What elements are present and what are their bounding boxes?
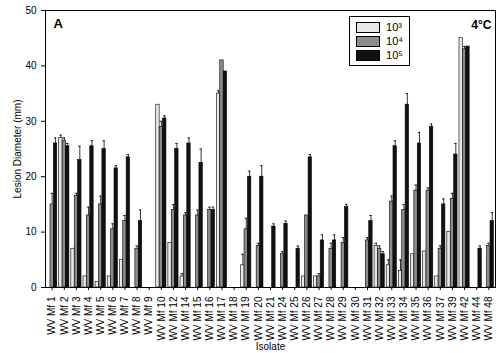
- svg-text:WV Mf 24: WV Mf 24: [277, 296, 288, 340]
- svg-text:WV Mf 26: WV Mf 26: [301, 296, 312, 340]
- svg-text:40: 40: [25, 60, 37, 71]
- svg-text:WV Mf 31: WV Mf 31: [362, 296, 373, 340]
- svg-text:WV Mf 35: WV Mf 35: [410, 296, 421, 340]
- svg-text:WV Mf 2: WV Mf 2: [59, 296, 70, 335]
- svg-text:WV Mf 36: WV Mf 36: [422, 296, 433, 340]
- svg-text:WV Mf 48: WV Mf 48: [483, 296, 494, 340]
- svg-text:Isolate: Isolate: [256, 341, 286, 352]
- svg-text:WV Mf 15: WV Mf 15: [192, 296, 203, 340]
- svg-text:A: A: [54, 16, 64, 31]
- svg-text:WV Mf 25: WV Mf 25: [289, 296, 300, 340]
- svg-text:WV Mf 1: WV Mf 1: [46, 296, 57, 335]
- svg-text:WV Mf 17: WV Mf 17: [216, 296, 227, 340]
- svg-text:10: 10: [25, 226, 37, 237]
- svg-text:WV Mf 39: WV Mf 39: [447, 296, 458, 340]
- html-text:10³: 10³: [386, 21, 402, 33]
- svg-text:WV Mf 44: WV Mf 44: [471, 296, 482, 340]
- svg-text:WV Mf 3: WV Mf 3: [71, 296, 82, 335]
- svg-text:WV Mf 29: WV Mf 29: [337, 296, 348, 340]
- svg-text:30: 30: [25, 116, 37, 127]
- svg-text:20: 20: [25, 171, 37, 182]
- svg-text:WV Mf 6: WV Mf 6: [107, 296, 118, 335]
- svg-text:WV Mf 12: WV Mf 12: [168, 296, 179, 340]
- svg-text:WV Mf 10: WV Mf 10: [156, 296, 167, 340]
- svg-text:WV Mf 27: WV Mf 27: [313, 296, 324, 340]
- svg-text:WV Mf 16: WV Mf 16: [204, 296, 215, 340]
- svg-text:4°C: 4°C: [471, 18, 491, 32]
- html-text:10⁵: 10⁵: [386, 49, 403, 61]
- svg-text:Lesion Diameter (mm): Lesion Diameter (mm): [12, 100, 23, 199]
- svg-text:WV Mf 9: WV Mf 9: [143, 296, 154, 335]
- svg-text:WV Mf 19: WV Mf 19: [240, 296, 251, 340]
- svg-text:WV Mf 34: WV Mf 34: [398, 296, 409, 340]
- svg-text:WV Mf 18: WV Mf 18: [228, 296, 239, 340]
- svg-text:WV Mf 5: WV Mf 5: [95, 296, 106, 335]
- html-text:10⁴: 10⁴: [386, 35, 403, 47]
- svg-text:WV Mf 28: WV Mf 28: [325, 296, 336, 340]
- svg-text:WV Mf 33: WV Mf 33: [386, 296, 397, 340]
- svg-text:WV Mf 21: WV Mf 21: [265, 296, 276, 340]
- svg-text:WV Mf 37: WV Mf 37: [435, 296, 446, 340]
- svg-text:0: 0: [31, 282, 37, 293]
- svg-text:WV Mf 30: WV Mf 30: [350, 296, 361, 340]
- svg-text:WV Mf 32: WV Mf 32: [374, 296, 385, 340]
- svg-text:WV Mf 20: WV Mf 20: [253, 296, 264, 340]
- svg-text:WV Mf 8: WV Mf 8: [131, 296, 142, 335]
- svg-text:WV Mf 14: WV Mf 14: [180, 296, 191, 340]
- svg-text:WV Mf 7: WV Mf 7: [119, 296, 130, 335]
- svg-text:50: 50: [25, 5, 37, 16]
- svg-text:WV Mf 4: WV Mf 4: [83, 296, 94, 335]
- svg-text:WV Mf 42: WV Mf 42: [459, 296, 470, 340]
